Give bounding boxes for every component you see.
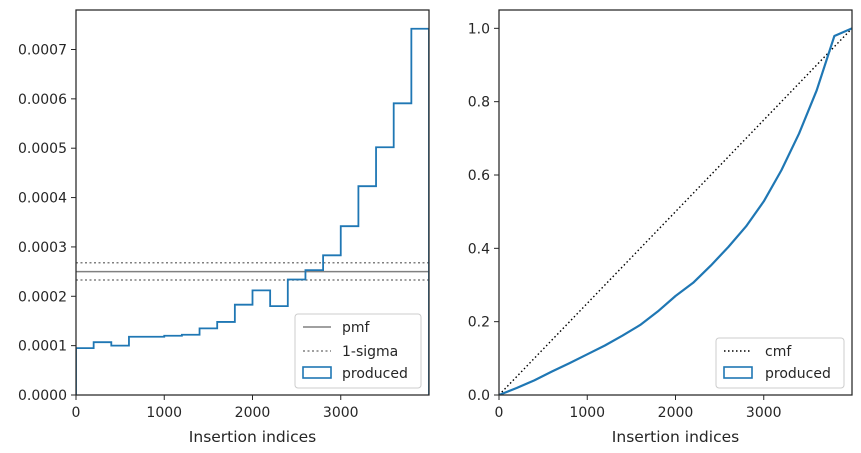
x-tick-label: 0 [495, 405, 504, 421]
legend-pmf-label: pmf [342, 320, 371, 336]
plot-area [76, 27, 429, 395]
x-tick-label: 3000 [746, 405, 782, 421]
y-tick-label: 0.0005 [18, 141, 67, 157]
legend-cmf-label: cmf [765, 344, 792, 360]
y-tick-label: 0.0004 [18, 191, 67, 207]
y-tick-label: 0.0003 [18, 240, 67, 256]
legend-produced-label: produced [765, 366, 831, 382]
x-tick-label: 2000 [658, 405, 694, 421]
axes-frame [498, 9, 853, 396]
plot-area [499, 27, 852, 395]
produced-cumulative-line [499, 27, 852, 395]
y-tick-label: 0.0007 [18, 42, 67, 58]
right-panel-cmf-plot: 0 1000 2000 3000 0.0 0.2 0.4 0.6 0.8 1.0 Insertion… [468, 9, 853, 446]
legend: cmf produced [715, 337, 845, 389]
x-axis-label: Insertion indices [612, 428, 739, 446]
y-tick-label: 0.0 [468, 388, 490, 404]
y-tick-label: 0.0001 [18, 339, 67, 355]
x-axis-label: Insertion indices [189, 428, 316, 446]
left-panel-pmf-histogram: 0 1000 2000 3000 0.0000 0.0001 0.0002 0.0003 0.0… [18, 9, 430, 446]
produced-histogram-step [76, 27, 429, 395]
x-tick-label: 1000 [146, 405, 182, 421]
y-tick-label: 0.4 [468, 241, 490, 257]
y-tick-label: 0.0006 [18, 92, 67, 108]
x-tick-label: 1000 [569, 405, 605, 421]
y-tick-label: 1.0 [468, 21, 490, 37]
y-tick-label: 0.0000 [18, 388, 67, 404]
y-tick-label: 0.6 [468, 168, 490, 184]
legend-frame [294, 313, 422, 389]
cmf-line [499, 27, 852, 395]
legend: pmf 1-sigma produced [294, 313, 422, 389]
x-tick-label: 3000 [323, 405, 359, 421]
x-tick-label: 2000 [235, 405, 271, 421]
legend-produced-swatch [723, 366, 753, 379]
y-tick-label: 0.2 [468, 315, 490, 331]
legend-sigma-label: 1-sigma [342, 344, 398, 360]
x-tick-label: 0 [72, 405, 81, 421]
legend-produced-swatch [302, 366, 332, 379]
y-tick-label: 0.0002 [18, 289, 67, 305]
legend-produced-label: produced [342, 366, 408, 382]
y-tick-label: 0.8 [468, 95, 490, 111]
